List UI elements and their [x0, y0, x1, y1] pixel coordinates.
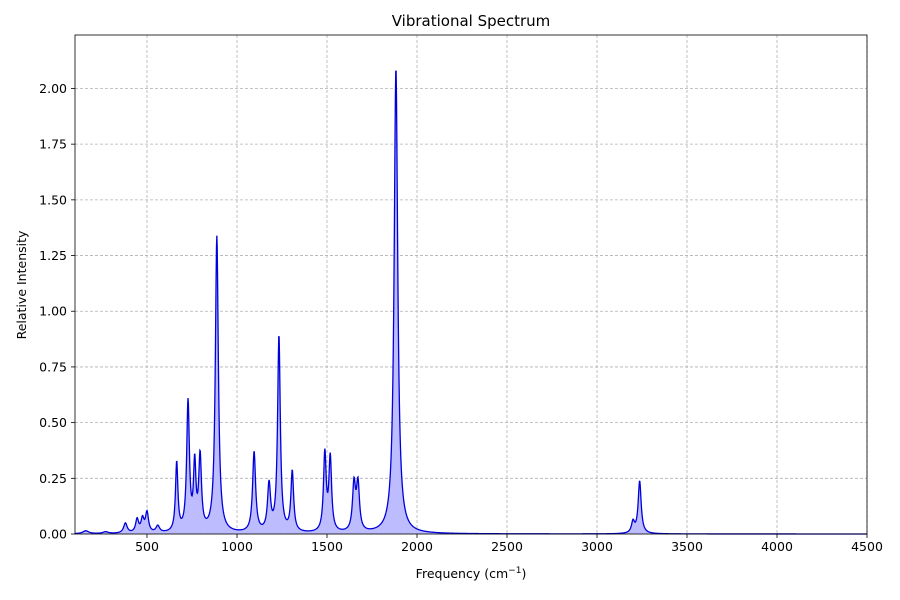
y-tick-label: 0.25 [39, 471, 67, 486]
x-tick-label: 4500 [851, 539, 883, 554]
y-tick-label: 1.75 [39, 137, 67, 152]
x-tick-label: 3000 [581, 539, 613, 554]
y-tick-label: 0.50 [39, 415, 67, 430]
y-axis-label: Relative Intensity [14, 230, 29, 339]
y-tick-label: 2.00 [39, 81, 67, 96]
x-tick-label: 1000 [221, 539, 253, 554]
x-axis-label: Frequency (cm−1) [416, 566, 527, 581]
x-axis: 500 1000 1500 2000 2500 3000 3500 4000 4500 [135, 534, 883, 554]
x-tick-label: 500 [135, 539, 159, 554]
y-tick-label: 1.25 [39, 248, 67, 263]
x-tick-label: 4000 [761, 539, 793, 554]
x-tick-label: 2500 [491, 539, 523, 554]
x-tick-label: 3500 [671, 539, 703, 554]
y-tick-label: 0.00 [39, 527, 67, 542]
y-axis: 0.00 0.25 0.50 0.75 1.00 1.25 1.50 1.75 2.00 [39, 81, 75, 542]
x-tick-label: 1500 [311, 539, 343, 554]
y-tick-label: 0.75 [39, 359, 67, 374]
grid [75, 35, 868, 535]
x-axis-label-main: Frequency (cm [416, 566, 508, 581]
y-tick-label: 1.50 [39, 192, 67, 207]
x-tick-label: 2000 [401, 539, 433, 554]
x-axis-label-superscript: −1 [508, 566, 521, 576]
chart-title: Vibrational Spectrum [392, 12, 551, 30]
plot-frame [74, 34, 868, 535]
y-tick-label: 1.00 [39, 304, 67, 319]
x-axis-label-close: ) [521, 566, 526, 581]
